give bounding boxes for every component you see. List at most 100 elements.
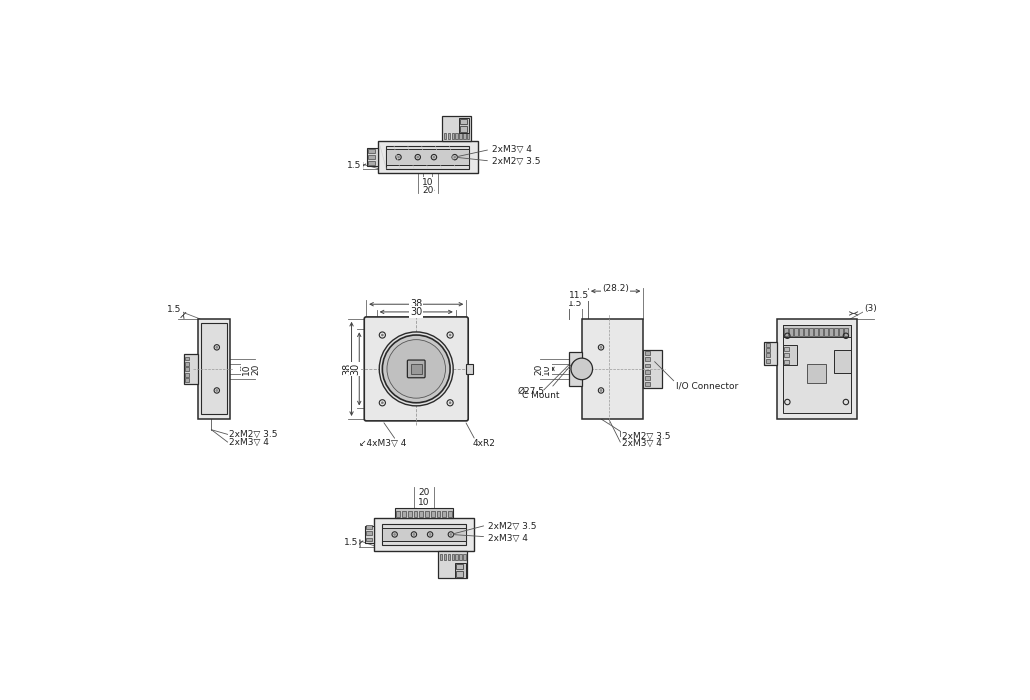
- Bar: [201, 323, 227, 414]
- Bar: [784, 360, 789, 363]
- Bar: [784, 347, 789, 351]
- Bar: [810, 328, 813, 336]
- Text: 10: 10: [542, 363, 551, 374]
- Bar: [459, 554, 461, 560]
- Bar: [829, 328, 833, 336]
- Circle shape: [387, 340, 446, 398]
- Bar: [784, 328, 788, 336]
- Bar: [451, 554, 454, 560]
- Bar: [448, 510, 452, 517]
- Bar: [783, 325, 851, 413]
- Bar: [464, 132, 466, 139]
- Bar: [365, 526, 374, 543]
- Text: C Mount: C Mount: [522, 391, 559, 400]
- Bar: [783, 325, 851, 337]
- Text: 30: 30: [410, 307, 422, 317]
- Bar: [402, 510, 406, 517]
- Bar: [369, 155, 375, 159]
- Text: 2xM2▽ 3.5: 2xM2▽ 3.5: [488, 522, 537, 531]
- Bar: [645, 357, 650, 361]
- Bar: [460, 125, 467, 132]
- Circle shape: [382, 335, 450, 402]
- Bar: [185, 378, 190, 382]
- Bar: [440, 554, 443, 560]
- Circle shape: [449, 334, 451, 336]
- Text: (3): (3): [864, 304, 877, 313]
- Text: 20: 20: [422, 186, 434, 195]
- Text: 2xM3▽ 4: 2xM3▽ 4: [622, 439, 661, 448]
- Bar: [783, 345, 796, 365]
- Bar: [582, 318, 644, 419]
- Bar: [456, 564, 464, 569]
- Bar: [765, 359, 769, 363]
- Bar: [386, 146, 470, 169]
- Bar: [455, 554, 457, 560]
- Text: 38: 38: [343, 363, 352, 375]
- Bar: [459, 132, 461, 139]
- Bar: [804, 328, 809, 336]
- Bar: [455, 132, 457, 139]
- Circle shape: [417, 156, 418, 158]
- Bar: [808, 364, 826, 383]
- Text: 4xR2: 4xR2: [473, 439, 495, 448]
- FancyBboxPatch shape: [365, 317, 469, 421]
- Bar: [467, 132, 470, 139]
- Text: 1.5: 1.5: [344, 538, 358, 547]
- Bar: [442, 116, 471, 141]
- Text: 2xM2▽ 3.5: 2xM2▽ 3.5: [622, 431, 671, 440]
- Text: 20: 20: [251, 363, 261, 374]
- Bar: [458, 118, 470, 133]
- Bar: [839, 328, 844, 336]
- Circle shape: [433, 156, 435, 158]
- Bar: [789, 328, 793, 336]
- Circle shape: [216, 390, 217, 391]
- Bar: [765, 348, 769, 352]
- Bar: [467, 363, 473, 374]
- Bar: [451, 132, 454, 139]
- Bar: [645, 370, 650, 374]
- Bar: [456, 570, 464, 577]
- Circle shape: [216, 346, 217, 348]
- Circle shape: [379, 332, 453, 406]
- Text: 11.5: 11.5: [569, 291, 589, 300]
- Circle shape: [571, 358, 592, 379]
- Bar: [382, 528, 466, 541]
- Bar: [444, 554, 446, 560]
- Bar: [438, 551, 467, 578]
- Text: 10: 10: [242, 363, 251, 374]
- Bar: [419, 510, 423, 517]
- Text: 1.5: 1.5: [167, 305, 181, 314]
- Bar: [815, 328, 818, 336]
- Bar: [454, 563, 466, 578]
- Text: 38: 38: [410, 299, 422, 309]
- Bar: [464, 554, 466, 560]
- Text: 2xM3▽ 4: 2xM3▽ 4: [491, 145, 531, 154]
- Bar: [645, 382, 650, 386]
- Bar: [799, 328, 803, 336]
- Bar: [645, 351, 650, 355]
- Bar: [570, 352, 582, 386]
- Bar: [644, 350, 662, 388]
- Bar: [824, 328, 828, 336]
- Bar: [833, 349, 851, 372]
- Bar: [374, 518, 474, 551]
- Bar: [411, 363, 421, 374]
- Circle shape: [393, 533, 396, 536]
- Text: 2xM2▽ 3.5: 2xM2▽ 3.5: [229, 430, 278, 439]
- Bar: [645, 363, 650, 368]
- Bar: [369, 161, 375, 165]
- Text: I/O Connector: I/O Connector: [676, 382, 737, 391]
- Text: 20: 20: [535, 363, 543, 374]
- Bar: [369, 148, 375, 153]
- Bar: [425, 510, 428, 517]
- Bar: [394, 508, 453, 518]
- Circle shape: [381, 402, 383, 404]
- Circle shape: [430, 533, 431, 536]
- Text: 2xM3▽ 4: 2xM3▽ 4: [488, 534, 527, 542]
- Bar: [845, 328, 848, 336]
- Circle shape: [454, 156, 455, 158]
- Text: 20: 20: [418, 488, 430, 496]
- Bar: [183, 354, 198, 384]
- Bar: [784, 354, 789, 357]
- Bar: [794, 328, 798, 336]
